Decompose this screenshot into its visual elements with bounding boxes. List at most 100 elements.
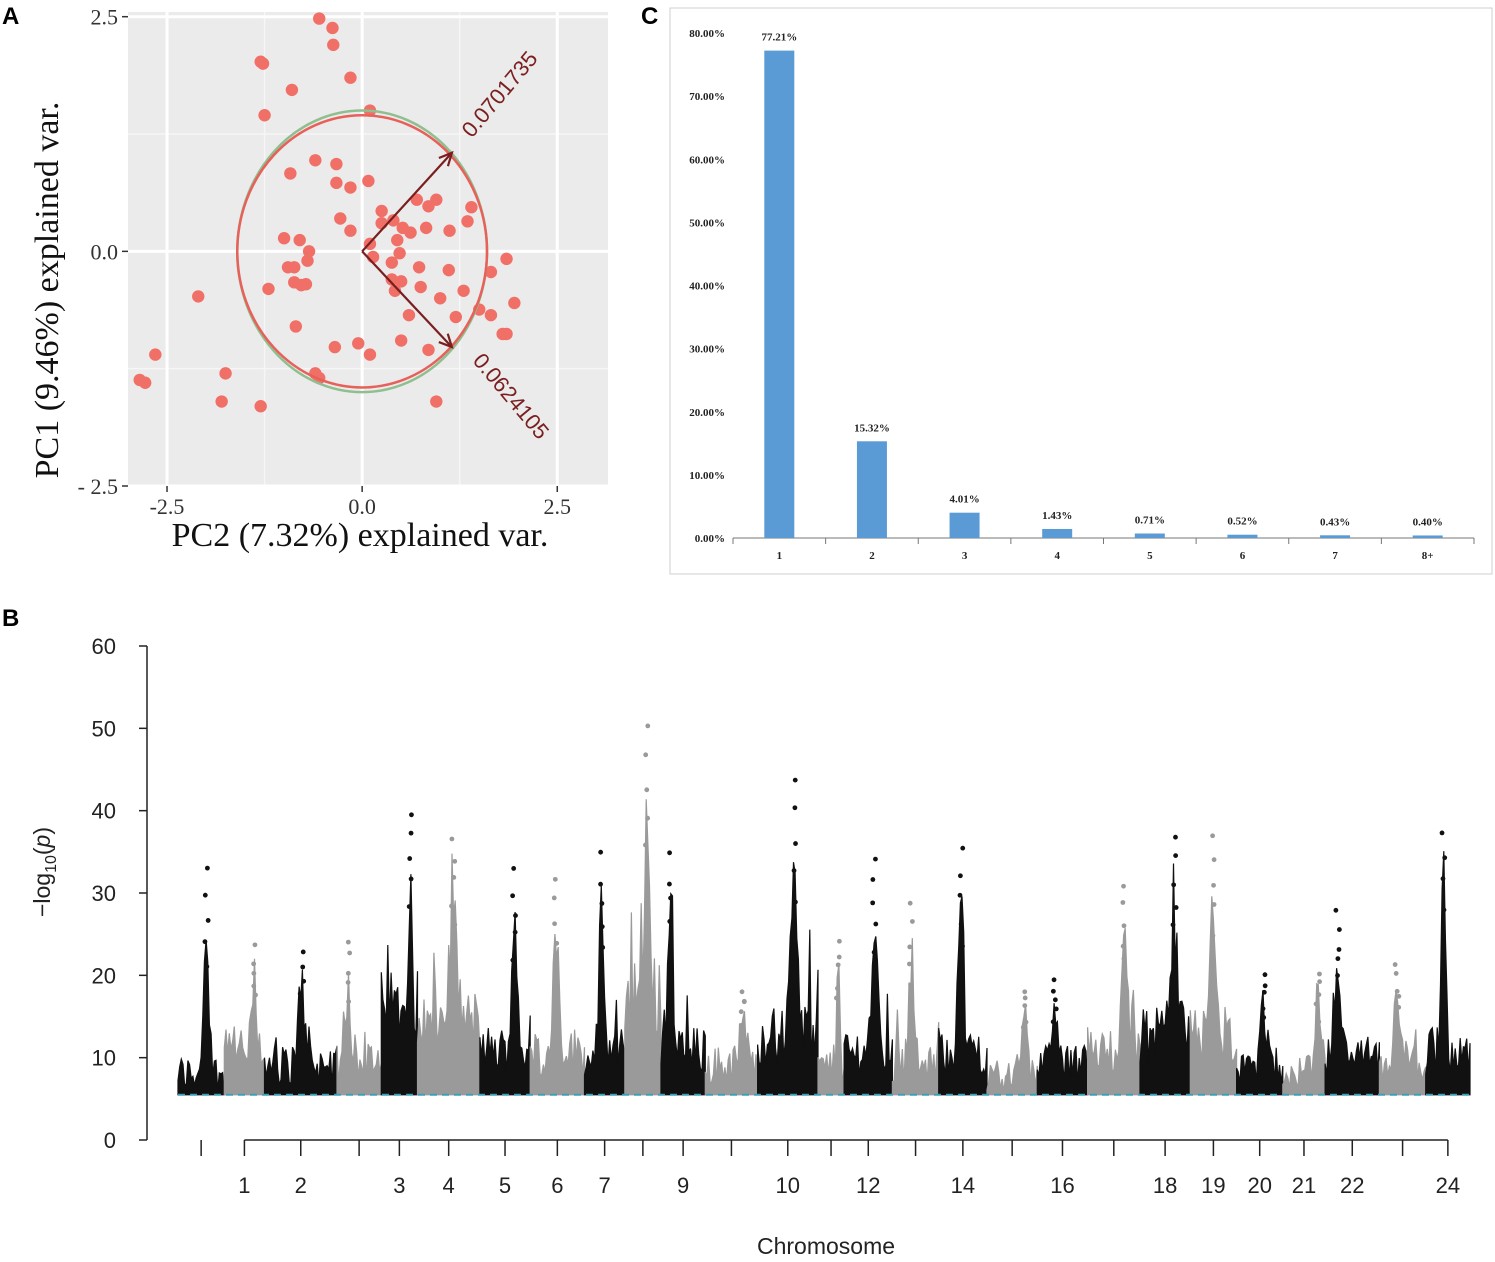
manhattan-peak-point <box>408 876 414 882</box>
ylabel-paren-close: ) <box>29 827 55 835</box>
pca-x-axis-label: PC2 (7.32%) explained var. <box>172 517 549 554</box>
pca-point <box>496 327 509 341</box>
pca-point <box>289 320 303 333</box>
manhattan-peak-point <box>1211 902 1217 907</box>
pca-point <box>422 200 435 213</box>
manhattan-x-tick-label: 3 <box>393 1173 405 1198</box>
manhattan-x-tick-label: 19 <box>1201 1173 1225 1198</box>
chromosome-signal-20 <box>1087 927 1141 1096</box>
manhattan-peak-point <box>599 901 605 906</box>
pca-point <box>192 290 205 303</box>
manhattan-peak-point <box>1173 905 1179 910</box>
pca-point <box>313 12 326 25</box>
manhattan-peak-point <box>668 949 673 955</box>
manhattan-peak-point <box>667 919 673 924</box>
manhattan-x-tick-label: 14 <box>951 1173 975 1198</box>
manhattan-peak-point <box>1120 943 1126 949</box>
manhattan-peak-point <box>1211 857 1217 863</box>
manhattan-x-tick-label: 10 <box>776 1173 800 1198</box>
pca-point <box>352 337 365 350</box>
manhattan-peak-point <box>738 1009 744 1015</box>
pca-point <box>149 348 162 361</box>
pca-point <box>442 263 455 277</box>
pca-point <box>344 224 357 237</box>
manhattan-peak-point <box>870 900 876 906</box>
manhattan-x-tick-label: 4 <box>443 1173 455 1198</box>
manhattan-peak-point <box>251 970 257 976</box>
manhattan-peak-point <box>958 921 964 927</box>
pca-point <box>215 395 228 408</box>
pca-ellipse-red <box>236 113 489 389</box>
manhattan-peak-point <box>667 850 672 856</box>
manhattan-peak-point <box>599 924 605 930</box>
manhattan-x-tick-label: 6 <box>551 1173 563 1198</box>
pca-point <box>484 308 498 322</box>
pca-point <box>295 278 308 292</box>
pca-point <box>293 233 306 247</box>
pca-arrow-shaft <box>361 152 453 253</box>
bar-chart-category-label: 3 <box>962 550 968 562</box>
manhattan-peak-point <box>792 777 798 783</box>
manhattan-x-tick-label: 24 <box>1436 1173 1460 1198</box>
chromosome-signal-7 <box>479 911 531 1096</box>
manhattan-peak-point <box>407 856 413 861</box>
chromosome-signal-9 <box>583 885 626 1096</box>
pca-point <box>375 216 388 230</box>
manhattan-peak-point <box>1022 995 1028 1001</box>
pca-x-tick-label: 2.5 <box>544 494 572 519</box>
manhattan-peak-point <box>297 991 303 997</box>
pca-point <box>393 247 406 260</box>
ylabel-variable: p <box>29 834 55 848</box>
manhattan-peak-point <box>554 962 559 968</box>
manhattan-peak-point <box>1440 876 1446 882</box>
pca-x-tick-label: -2.5 <box>150 494 185 519</box>
pca-point <box>302 245 316 258</box>
pca-point <box>326 21 339 35</box>
manhattan-peak-point <box>1313 1001 1319 1007</box>
manhattan-peak-point <box>253 992 258 998</box>
chromosome-signal-4 <box>336 973 382 1096</box>
pca-point <box>443 224 456 237</box>
manhattan-peak-point <box>644 787 650 793</box>
manhattan-peak-point <box>451 875 457 880</box>
chromosome-signal-2 <box>223 958 266 1096</box>
chromosome-signal-18 <box>986 1003 1038 1096</box>
manhattan-y-axis: 0 10 20 30 40 50 60 <box>92 634 148 1153</box>
pca-point <box>388 284 402 297</box>
pca-point <box>285 83 299 97</box>
chromosome-signal-5 <box>380 874 419 1096</box>
pca-point <box>344 71 357 84</box>
pca-point <box>394 275 408 288</box>
manhattan-peak-point <box>300 964 306 970</box>
pca-point <box>412 261 426 274</box>
chromosome-signal-21 <box>1139 863 1191 1096</box>
panel-label-c: C <box>641 3 658 30</box>
bar-chart-y-tick-label: 40.00% <box>689 281 725 293</box>
manhattan-peak-point <box>512 929 518 935</box>
manhattan-peak-point <box>510 893 516 899</box>
pca-point <box>254 400 267 413</box>
manhattan-peak-point <box>1173 834 1178 840</box>
pca-point <box>362 174 375 188</box>
manhattan-x-tick-label: 7 <box>599 1173 611 1198</box>
pca-point <box>402 308 416 322</box>
chromosome-signal-10 <box>624 799 662 1096</box>
manhattan-y-tick-label: 50 <box>92 716 116 741</box>
pca-point <box>391 233 404 247</box>
pca-x-tick-label: 0.0 <box>348 494 376 519</box>
manhattan-peak-point <box>1173 853 1179 859</box>
bar-chart-bar <box>764 50 795 538</box>
bar-chart-value-label: 1.43% <box>1042 510 1072 522</box>
manhattan-peak-point <box>552 921 557 927</box>
manhattan-peak-point <box>1170 922 1176 928</box>
manhattan-peak-point <box>1121 923 1127 929</box>
manhattan-peak-point <box>1336 947 1342 952</box>
pca-arrow-head <box>438 333 454 349</box>
bar-chart-value-label: 0.40% <box>1413 516 1443 528</box>
pca-point <box>394 334 408 347</box>
manhattan-peak-point <box>791 868 797 873</box>
pca-point <box>457 284 470 297</box>
manhattan-peak-point <box>251 983 257 989</box>
pca-point <box>330 176 343 190</box>
